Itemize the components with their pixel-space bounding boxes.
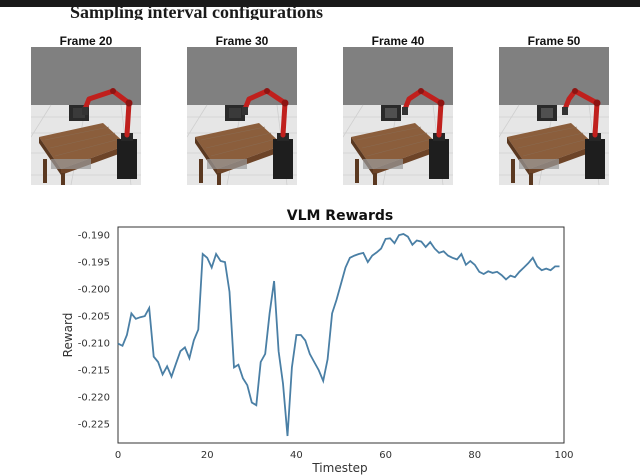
x-tick-label: 100: [554, 450, 573, 461]
x-axis-label: Timestep: [311, 461, 367, 475]
robot-frame-image: [31, 47, 141, 185]
x-tick-label: 80: [468, 450, 481, 461]
y-tick-label: -0.220: [78, 393, 110, 404]
clipped-header-text: Sampling interval configurations: [70, 2, 324, 20]
top-rule: Sampling interval configurations: [0, 0, 640, 20]
x-tick-label: 60: [379, 450, 392, 461]
frame-title: Frame 20: [59, 34, 113, 48]
reward-series-line: [117, 233, 560, 437]
robot-frame-image: [187, 47, 297, 185]
x-tick-label: 0: [115, 450, 121, 461]
vlm-rewards-chart: VLM Rewards -0.190 -0.195 -0.200 -0.205 -0.2…: [61, 208, 574, 475]
chart-title: VLM Rewards: [287, 208, 393, 224]
y-tick-label: -0.210: [78, 339, 110, 350]
x-tick-labels: 0 20 40 60 80 100: [115, 450, 574, 461]
x-tick-label: 40: [290, 450, 303, 461]
frame-title: Frame 50: [527, 34, 581, 48]
y-tick-label: -0.195: [78, 258, 110, 269]
robot-frame-image: [343, 47, 453, 185]
y-axis-label: Reward: [61, 313, 75, 358]
y-tick-label: -0.225: [78, 420, 110, 431]
plot-frame: [117, 226, 565, 444]
frame-title: Frame 30: [215, 34, 269, 48]
header-bar: [0, 0, 640, 7]
x-tick-label: 20: [201, 450, 214, 461]
y-tick-label: -0.215: [78, 366, 110, 377]
frame-panel: Frame 20 Frame 30 Frame 40 Frame 50: [0, 0, 640, 200]
y-tick-labels: -0.190 -0.195 -0.200 -0.205 -0.210 -0.215 -0.2…: [78, 231, 110, 431]
frame-title: Frame 40: [371, 34, 425, 48]
y-tick-label: -0.200: [78, 285, 110, 296]
y-tick-label: -0.190: [78, 231, 110, 242]
y-tick-label: -0.205: [78, 312, 110, 323]
robot-frame-image: [499, 47, 609, 185]
